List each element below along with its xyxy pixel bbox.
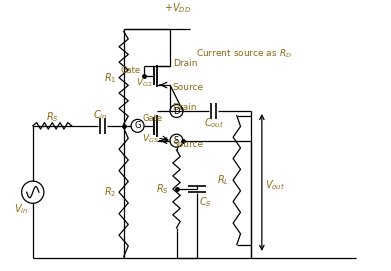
Text: $R_2$: $R_2$ (104, 185, 116, 199)
Text: Source: Source (172, 140, 203, 149)
Text: $C_{in}$: $C_{in}$ (93, 108, 108, 122)
Text: $C_S$: $C_S$ (199, 195, 212, 209)
Text: $R_L$: $R_L$ (217, 173, 230, 187)
Text: $R_S$: $R_S$ (156, 182, 169, 196)
Text: S: S (174, 136, 179, 145)
Text: $R_S$: $R_S$ (46, 111, 59, 124)
Text: Source: Source (173, 83, 204, 92)
Text: $V_{GS}$: $V_{GS}$ (142, 133, 159, 145)
Text: Drain: Drain (172, 103, 196, 112)
Circle shape (131, 119, 144, 132)
Circle shape (170, 105, 183, 118)
Circle shape (170, 134, 183, 147)
Text: D: D (173, 107, 180, 115)
Text: Current source as $R_D$: Current source as $R_D$ (196, 47, 292, 60)
Text: $V_{out}$: $V_{out}$ (265, 178, 285, 192)
Text: $R_1$: $R_1$ (104, 71, 116, 85)
Text: Gate: Gate (142, 114, 162, 123)
Text: $+V_{DD}$: $+V_{DD}$ (163, 1, 190, 15)
Text: Gate: Gate (120, 66, 140, 75)
Text: $V_{in}$: $V_{in}$ (14, 202, 29, 216)
Text: G: G (135, 121, 141, 130)
Text: $C_{out}$: $C_{out}$ (204, 116, 224, 130)
Text: $V_{G2}$: $V_{G2}$ (136, 77, 152, 89)
Text: Drain: Drain (173, 59, 197, 68)
